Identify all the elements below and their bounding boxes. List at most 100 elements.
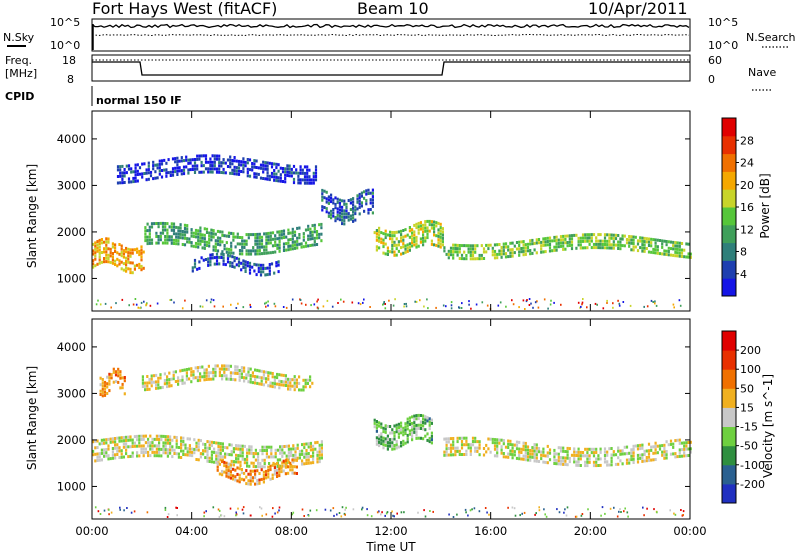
heatmap-cell bbox=[248, 464, 251, 468]
heatmap-cell bbox=[251, 476, 254, 480]
heatmap-cell bbox=[197, 232, 200, 236]
heatmap-cell bbox=[219, 445, 222, 449]
heatmap-cell bbox=[650, 458, 653, 462]
heatmap-cell bbox=[474, 436, 477, 440]
heatmap-cell bbox=[432, 510, 434, 513]
heatmap-cell bbox=[574, 515, 577, 518]
heatmap-cell bbox=[108, 513, 110, 516]
heatmap-cell bbox=[260, 369, 263, 373]
heatmap-cell bbox=[678, 251, 681, 255]
heatmap-cell bbox=[136, 438, 139, 442]
heatmap-cell bbox=[192, 231, 195, 235]
heatmap-cell bbox=[157, 235, 160, 238]
heatmap-cell bbox=[254, 465, 257, 469]
heatmap-cell bbox=[318, 223, 321, 227]
heatmap-cell bbox=[155, 231, 158, 235]
heatmap-cell bbox=[665, 243, 668, 247]
heatmap-cell bbox=[628, 241, 631, 245]
heatmap-cell bbox=[393, 240, 396, 244]
heatmap-cell bbox=[515, 447, 519, 451]
heatmap-cell bbox=[426, 438, 429, 442]
heatmap-cell bbox=[211, 160, 214, 164]
heatmap-cell bbox=[123, 168, 126, 171]
heatmap-cell bbox=[452, 246, 455, 250]
heatmap-cell bbox=[568, 237, 571, 241]
heatmap-cell bbox=[393, 231, 396, 234]
heatmap-cell bbox=[156, 163, 159, 167]
heatmap-cell bbox=[252, 452, 255, 455]
heatmap-cell bbox=[169, 445, 172, 449]
heatmap-cell bbox=[234, 235, 237, 239]
heatmap-cell bbox=[226, 158, 230, 162]
heatmap-cell bbox=[169, 170, 172, 174]
heatmap-cell bbox=[580, 514, 583, 517]
heatmap-cell bbox=[307, 234, 310, 238]
heatmap-cell bbox=[297, 178, 300, 182]
heatmap-cell bbox=[470, 307, 472, 310]
heatmap-cell bbox=[584, 454, 587, 458]
heatmap-cell bbox=[138, 444, 141, 448]
heatmap-cell bbox=[509, 452, 512, 456]
ytick-label: 1000 bbox=[57, 479, 86, 493]
heatmap-cell bbox=[384, 303, 386, 305]
heatmap-cell bbox=[428, 219, 431, 223]
heatmap-cell bbox=[273, 462, 276, 466]
heatmap-cell bbox=[325, 210, 328, 214]
heatmap-cell bbox=[428, 423, 431, 427]
heatmap-cell bbox=[422, 223, 425, 227]
heatmap-cell bbox=[278, 246, 281, 250]
heatmap-cell bbox=[278, 474, 281, 478]
heatmap-cell bbox=[211, 170, 214, 174]
heatmap-cell bbox=[221, 469, 224, 473]
heatmap-cell bbox=[654, 451, 657, 455]
heatmap-cell bbox=[570, 234, 574, 238]
heatmap-cell bbox=[636, 242, 640, 246]
heatmap-cell bbox=[487, 243, 490, 247]
heatmap-cell bbox=[160, 162, 164, 166]
heatmap-cell bbox=[313, 227, 316, 230]
heatmap-cell bbox=[597, 454, 600, 458]
heatmap-cell bbox=[599, 450, 602, 454]
heatmap-cell bbox=[248, 451, 251, 455]
heatmap-cell bbox=[212, 371, 215, 374]
heatmap-cell bbox=[229, 264, 232, 268]
heatmap-cell bbox=[553, 248, 556, 252]
heatmap-cell bbox=[291, 227, 294, 231]
heatmap-cell bbox=[292, 181, 296, 185]
heatmap-cell bbox=[127, 247, 130, 251]
heatmap-cell bbox=[389, 441, 392, 445]
heatmap-cell bbox=[604, 512, 606, 515]
heatmap-cell bbox=[632, 248, 635, 252]
heatmap-cell bbox=[136, 173, 139, 176]
heatmap-cell bbox=[540, 450, 543, 454]
heatmap-cell bbox=[422, 236, 425, 240]
heatmap-cell bbox=[246, 167, 249, 171]
heatmap-cell bbox=[498, 252, 501, 256]
heatmap-cell bbox=[555, 235, 558, 239]
heatmap-cell bbox=[683, 451, 686, 455]
heatmap-cell bbox=[301, 449, 304, 453]
heatmap-cell bbox=[553, 448, 556, 452]
heatmap-cell bbox=[253, 165, 256, 169]
heatmap-cell bbox=[375, 420, 378, 423]
heatmap-cell bbox=[220, 252, 223, 256]
heatmap-cell bbox=[138, 438, 141, 442]
heatmap-cell bbox=[175, 225, 178, 229]
heatmap-cell bbox=[685, 441, 688, 445]
heatmap-cell bbox=[382, 238, 385, 242]
heatmap-cell bbox=[98, 255, 101, 259]
heatmap-cell bbox=[630, 238, 633, 242]
heatmap-cell bbox=[551, 239, 554, 243]
heatmap-cell bbox=[360, 204, 363, 208]
heatmap-cell bbox=[287, 248, 290, 252]
heatmap-cell bbox=[111, 258, 114, 262]
heatmap-cell bbox=[400, 421, 403, 425]
heatmap-cell bbox=[577, 450, 580, 454]
heatmap-cell bbox=[439, 245, 442, 249]
heatmap-cell bbox=[289, 461, 292, 465]
heatmap-cell bbox=[177, 232, 180, 236]
heatmap-cell bbox=[371, 201, 374, 205]
heatmap-cell bbox=[599, 447, 602, 451]
heatmap-cell bbox=[511, 299, 513, 302]
heatmap-cell bbox=[606, 453, 609, 457]
